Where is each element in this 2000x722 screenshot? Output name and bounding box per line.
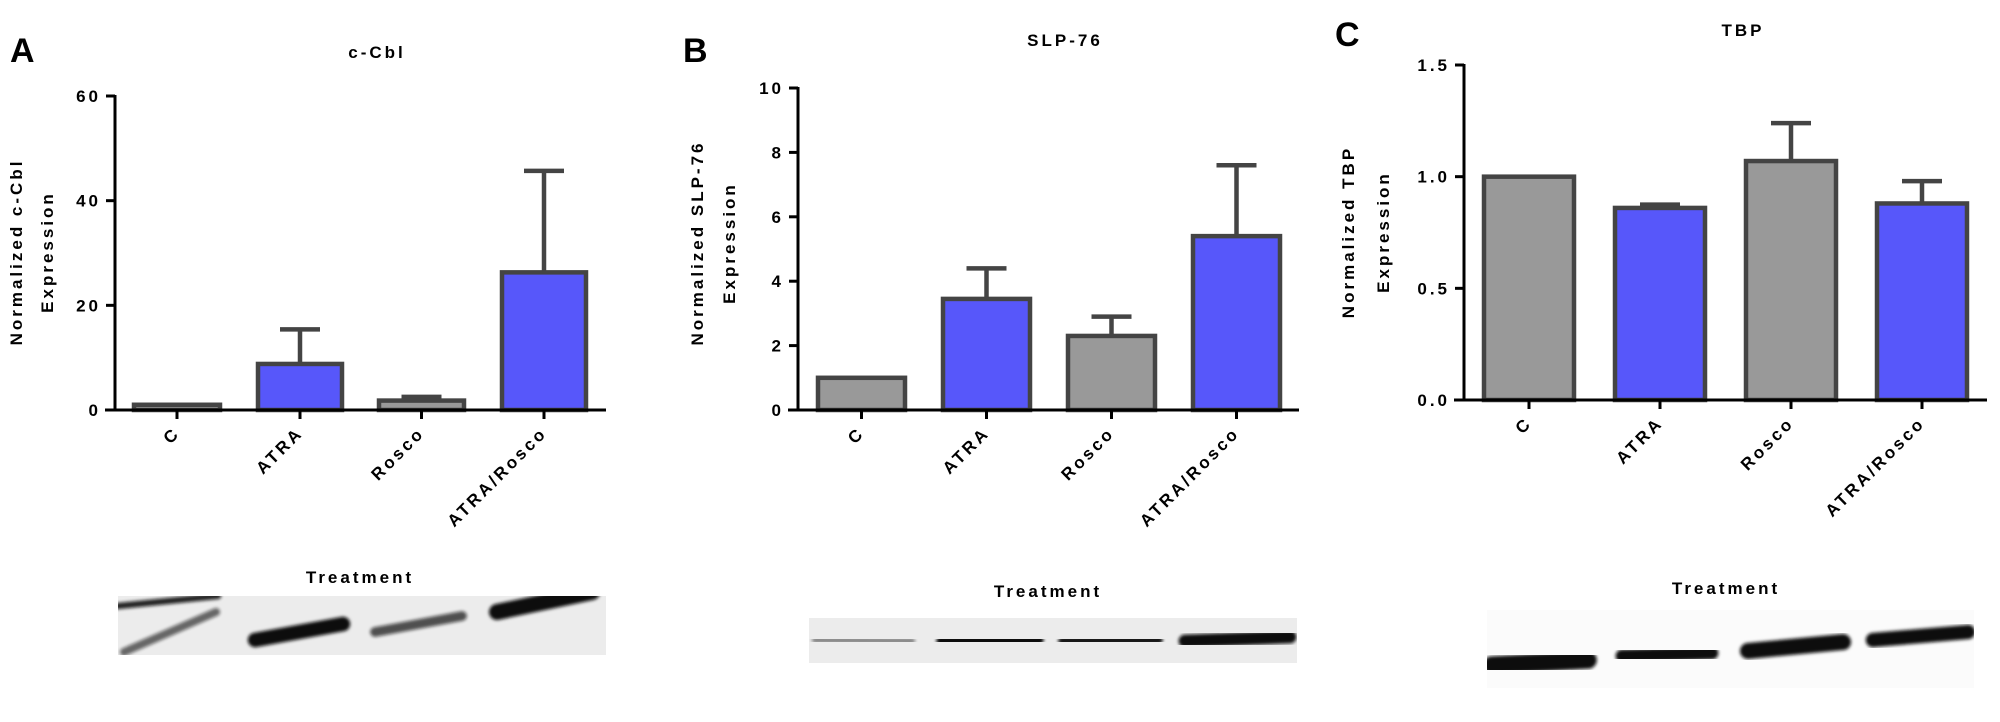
x-tick-label: C [1512,413,1536,437]
y-tick-label: 0 [89,401,101,420]
y-tick-label: 0 [772,401,784,420]
bar [1065,333,1158,413]
x-axis-label: Treatment [1672,579,1780,598]
bar [1874,201,1970,403]
y-tick-label: 2 [772,337,784,356]
western-blot-image [118,596,606,655]
x-axis-label: Treatment [994,582,1102,601]
panel-b: B SLP-76 Normalized SLP-76 Expression C ATRA R… [683,31,1299,663]
y-tick-label: 10 [759,79,784,98]
blot-band [1058,635,1163,646]
x-tick-label: ATRA/Rosco [444,423,551,530]
chart-title: SLP-76 [1027,31,1103,50]
y-tick-label: 20 [76,296,101,315]
x-tick-label: C [160,423,184,447]
blot-band [489,596,599,620]
y-tick-label: 0.5 [1417,279,1450,298]
bar [1743,158,1839,403]
x-tick-label: ATRA [1612,413,1666,467]
y-tick-label: 6 [772,208,784,227]
y-tick-label: 4 [772,272,784,291]
x-tick-label: ATRA [939,423,993,477]
panel-letter: C [1335,16,1360,54]
panel-letter: A [10,32,35,70]
y-axis-label: Expression [720,182,739,304]
y-axis-label: Expression [1374,171,1393,293]
y-tick-label: 40 [76,192,101,211]
bar [499,270,589,413]
y-axis-label: Expression [38,191,57,313]
blot-band [936,634,1044,647]
bar [815,375,908,413]
x-tick-label: Rosco [368,423,429,484]
bar [1481,174,1577,403]
blot-band [1178,630,1297,648]
bar [940,296,1033,413]
y-axis-label: Normalized SLP-76 [688,141,707,346]
western-blot-image [1487,610,1974,688]
panel-letter: B [683,32,708,70]
blot-band [1487,651,1597,674]
bar [1612,205,1708,403]
blot-band [811,636,916,645]
chart-title: c-Cbl [348,43,406,62]
blot-band [1615,646,1719,663]
chart-title: TBP [1722,21,1765,40]
bar [1190,233,1283,413]
blot-band [120,608,220,655]
y-tick-label: 0.0 [1417,391,1450,410]
y-axis-label: Normalized c-Cbl [7,159,26,346]
blot-band [370,611,467,637]
bar [255,361,345,413]
western-blot-image [809,618,1297,663]
blot-band [247,616,351,648]
y-axis-label: Normalized TBP [1339,146,1358,318]
blot-band [1740,634,1851,659]
x-tick-label: Rosco [1058,423,1119,484]
x-tick-label: C [844,423,868,447]
panel-c: C TBP Normalized TBP Expression C ATRA Rosco AT… [1335,16,1987,688]
blot-background [1487,610,1974,688]
y-tick-label: 1.5 [1417,56,1450,75]
x-tick-label: ATRA/Rosco [1822,413,1929,520]
y-tick-label: 60 [76,87,101,106]
x-axis-label: Treatment [306,568,414,587]
x-tick-label: ATRA [252,423,306,477]
blot-band [118,596,222,610]
y-tick-label: 8 [772,143,784,162]
y-tick-label: 1.0 [1417,168,1450,187]
x-tick-label: ATRA/Rosco [1136,423,1243,530]
x-tick-label: Rosco [1737,413,1798,474]
blot-band [1865,624,1974,648]
